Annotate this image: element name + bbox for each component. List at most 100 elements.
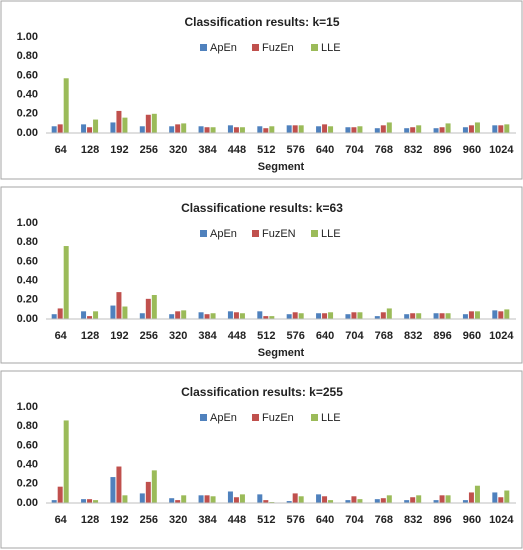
bar — [445, 123, 451, 133]
legend-swatch — [200, 414, 207, 421]
bar — [351, 312, 357, 319]
bar — [145, 114, 151, 133]
x-tick-label: 192 — [110, 330, 128, 342]
bar — [110, 477, 116, 503]
x-tick-label: 640 — [316, 514, 334, 526]
bar — [87, 499, 93, 503]
bar — [374, 316, 380, 319]
y-tick-label: 0.60 — [17, 69, 38, 81]
bar — [416, 313, 422, 319]
x-tick-label: 640 — [316, 330, 334, 342]
bar — [57, 308, 63, 319]
bar — [345, 314, 351, 319]
bar — [116, 466, 122, 503]
bar — [227, 491, 233, 503]
bar — [87, 316, 93, 319]
y-tick-label: 0.80 — [17, 236, 38, 248]
x-tick-label: 512 — [257, 144, 275, 156]
y-tick-label: 0.80 — [17, 50, 38, 62]
bar — [386, 495, 392, 503]
x-tick-label: 192 — [110, 514, 128, 526]
x-tick-label: 448 — [228, 144, 246, 156]
bar — [239, 494, 245, 503]
x-tick-label: 576 — [287, 144, 305, 156]
x-tick-label: 320 — [169, 330, 187, 342]
bar — [263, 316, 269, 319]
y-tick-label: 0.20 — [17, 294, 38, 306]
x-tick-label: 384 — [198, 330, 217, 342]
bar — [169, 314, 175, 319]
x-tick-label: 64 — [55, 330, 68, 342]
x-tick-label: 768 — [375, 330, 393, 342]
bar — [286, 501, 292, 503]
legend-label: FuzEN — [262, 228, 296, 240]
bar — [445, 313, 451, 319]
bar — [462, 500, 468, 503]
bar — [93, 311, 99, 319]
x-tick-label: 64 — [55, 514, 68, 526]
x-tick-label: 768 — [375, 514, 393, 526]
bar — [298, 313, 304, 319]
bar — [151, 470, 157, 503]
x-tick-label: 128 — [81, 144, 99, 156]
x-tick-label: 896 — [433, 144, 451, 156]
bar — [410, 497, 416, 503]
bar — [498, 125, 504, 133]
legend-swatch — [252, 230, 259, 237]
bar — [351, 127, 357, 133]
legend-swatch — [311, 414, 318, 421]
bar — [93, 119, 99, 133]
bar — [474, 485, 480, 503]
y-tick-label: 1.00 — [17, 217, 38, 229]
chart-title: Classificatione results: k=63 — [181, 201, 343, 215]
legend-label: FuzEn — [262, 412, 294, 424]
bar — [181, 123, 187, 133]
bar — [57, 124, 63, 133]
x-tick-label: 256 — [140, 514, 158, 526]
bar — [357, 312, 363, 319]
bar — [322, 496, 328, 503]
bar — [433, 500, 439, 503]
legend-swatch — [252, 44, 259, 51]
bar — [181, 495, 187, 503]
bar — [416, 495, 422, 503]
bar — [504, 309, 510, 319]
bar — [227, 125, 233, 133]
x-tick-label: 832 — [404, 514, 422, 526]
bar — [357, 499, 363, 503]
x-tick-label: 960 — [463, 144, 481, 156]
legend-swatch — [200, 44, 207, 51]
bar — [316, 494, 322, 503]
bar — [380, 498, 386, 503]
bar — [374, 128, 380, 133]
bar — [139, 126, 145, 133]
y-tick-label: 0.20 — [17, 478, 38, 490]
bar — [122, 117, 128, 133]
bar — [292, 493, 298, 503]
bar — [468, 125, 474, 133]
x-tick-label: 576 — [287, 330, 305, 342]
bar — [492, 310, 498, 319]
bar — [445, 495, 451, 503]
x-tick-label: 960 — [463, 514, 481, 526]
bar — [233, 127, 239, 133]
y-tick-label: 1.00 — [17, 31, 38, 43]
bar — [380, 125, 386, 133]
bar — [410, 127, 416, 133]
bar — [433, 128, 439, 133]
legend-swatch — [200, 230, 207, 237]
bar — [462, 127, 468, 133]
bar — [63, 420, 69, 503]
bar — [328, 312, 334, 319]
bar — [198, 126, 204, 133]
bar — [81, 499, 87, 503]
bar — [198, 312, 204, 319]
x-tick-label: 832 — [404, 144, 422, 156]
legend-label: ApEn — [210, 412, 237, 424]
bar — [93, 500, 99, 503]
bar — [233, 497, 239, 503]
bar — [404, 128, 410, 133]
x-tick-label: 704 — [345, 144, 364, 156]
bar — [380, 312, 386, 319]
x-tick-label: 64 — [55, 144, 68, 156]
